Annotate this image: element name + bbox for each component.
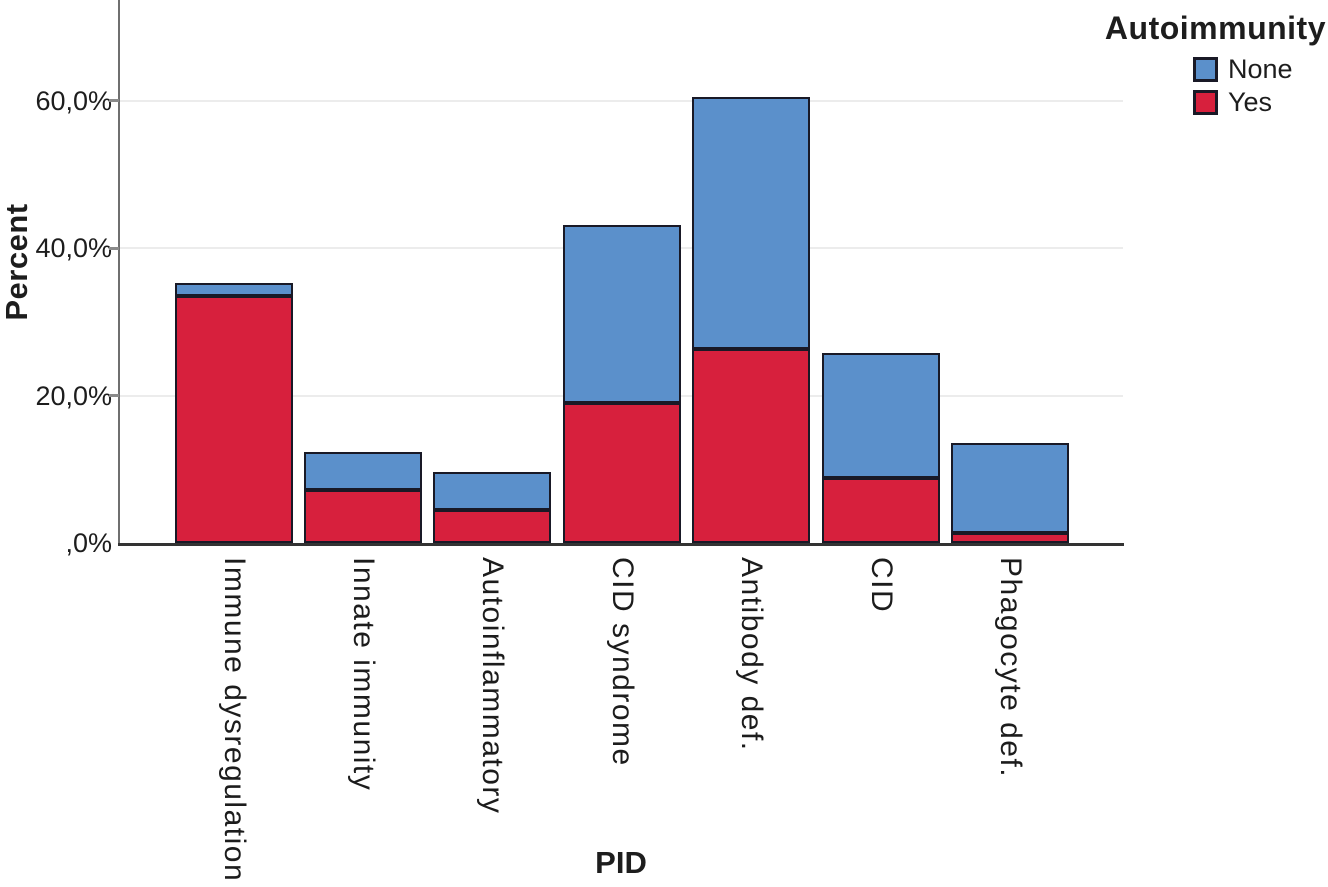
y-tick-label: 40,0% — [35, 233, 112, 264]
legend-swatch — [1193, 90, 1218, 115]
x-axis-title: PID — [595, 845, 647, 880]
y-tick-label: 60,0% — [35, 85, 112, 116]
bar-segment-yes — [433, 509, 552, 543]
legend-items: None Yes — [1098, 55, 1326, 117]
bar-segment-none — [174, 282, 293, 297]
y-tick-mark — [109, 99, 119, 103]
legend-entry: None — [1193, 55, 1326, 84]
y-tick-label: ,0% — [65, 528, 112, 558]
y-tick-mark — [109, 246, 119, 250]
legend-entry: Yes — [1193, 88, 1326, 117]
bar-segment-yes — [821, 478, 940, 543]
y-tick-label: 20,0% — [35, 380, 112, 411]
bar-segment-none — [562, 225, 681, 403]
bar-segment-yes — [692, 349, 811, 543]
y-axis-line — [118, 0, 120, 545]
legend: Autoimmunity None Yes — [1098, 10, 1326, 121]
x-category-label: Phagocyte def. — [993, 557, 1027, 779]
x-category-label: CID — [864, 557, 898, 614]
bar-segment-none — [950, 442, 1069, 533]
legend-label: None — [1228, 54, 1293, 84]
bar-segment-yes — [303, 489, 422, 543]
legend-label: Yes — [1228, 87, 1273, 117]
bar-segment-yes — [174, 296, 293, 543]
gridline — [120, 99, 1123, 102]
bar-segment-none — [303, 451, 422, 490]
legend-swatch — [1193, 57, 1218, 82]
bar-segment-none — [821, 352, 940, 479]
y-tick-mark — [109, 394, 119, 398]
bar-segment-yes — [950, 532, 1069, 543]
bar-segment-yes — [562, 403, 681, 543]
legend-title: Autoimmunity — [1104, 10, 1326, 46]
bar-segment-none — [433, 472, 552, 510]
bar-segment-none — [692, 97, 811, 350]
x-axis-line — [118, 543, 1124, 546]
